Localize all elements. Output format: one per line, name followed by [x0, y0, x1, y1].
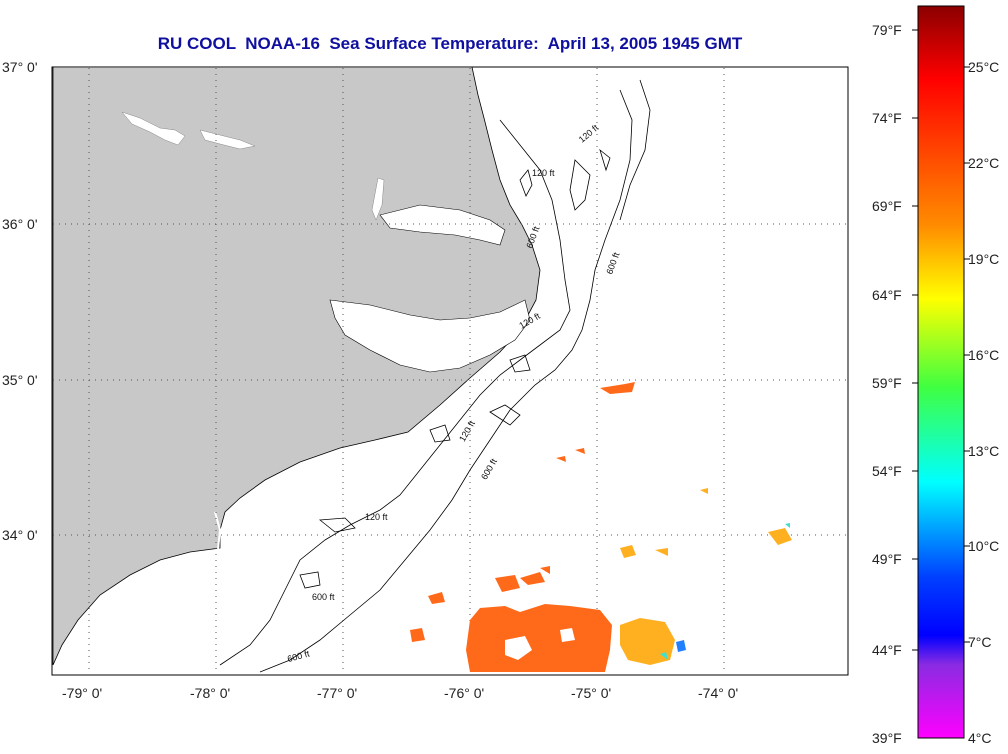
lat-label-37: 37° 0'	[2, 59, 38, 75]
inland-river-3	[371, 177, 385, 221]
lon-label-78: -78° 0'	[190, 685, 230, 701]
lon-label-79: -79° 0'	[62, 685, 102, 701]
contour-label-1: 120 ft	[532, 168, 555, 178]
pamlico-sound	[329, 299, 531, 373]
lat-label-35: 35° 0'	[2, 372, 38, 388]
contour-120ft	[219, 119, 571, 666]
grid-lines	[53, 68, 847, 674]
contour-600ft	[259, 89, 633, 673]
contour-600ft-outer	[619, 79, 651, 221]
sst-data-patches	[410, 382, 792, 672]
lon-label-76: -76° 0'	[444, 685, 484, 701]
lon-label-77: -77° 0'	[317, 685, 357, 701]
inland-river-2	[199, 129, 256, 150]
inland-river-1	[121, 111, 186, 146]
map-title: RU COOL NOAA-16 Sea Surface Temperature:…	[157, 34, 743, 53]
lon-label-74: -74° 0'	[698, 685, 738, 701]
cape-fear-river	[214, 511, 222, 551]
contour-label-7: 120 ft	[365, 512, 388, 522]
bathymetry-contours	[219, 79, 651, 673]
contour-label-8: 600 ft	[312, 592, 335, 602]
lon-label-75: -75° 0'	[571, 685, 611, 701]
lat-label-34: 34° 0'	[2, 527, 38, 543]
lat-label-36: 36° 0'	[2, 216, 38, 232]
albemarle-sound	[379, 204, 506, 246]
